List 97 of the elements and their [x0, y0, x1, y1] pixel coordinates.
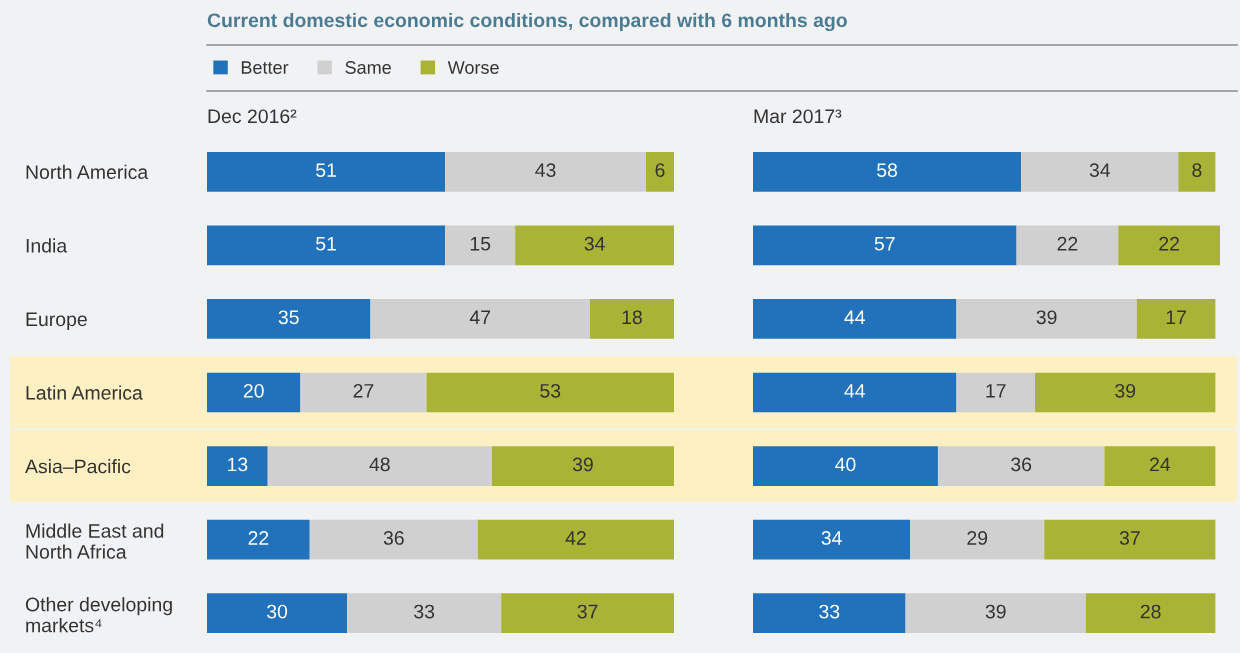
bar — [207, 225, 446, 266]
bar — [515, 225, 674, 266]
y-tick-label: India — [26, 238, 68, 253]
data-label: 39 — [985, 604, 1006, 619]
bar — [501, 593, 674, 634]
bar — [207, 372, 301, 413]
legend-label: Better — [241, 61, 289, 74]
data-label: 53 — [540, 383, 561, 398]
data-label: 17 — [986, 384, 1006, 398]
data-label: 36 — [1011, 457, 1032, 472]
data-label: 6 — [655, 163, 665, 178]
data-label: 44 — [844, 384, 865, 398]
bar — [905, 593, 1086, 634]
data-label: 17 — [1166, 310, 1186, 324]
chart-subtitle: Mar 2017³ — [754, 109, 842, 124]
data-label: 29 — [967, 531, 988, 545]
bar — [1104, 446, 1216, 486]
bar — [426, 372, 674, 413]
y-tick-label: Middle East and North Africa — [26, 523, 164, 559]
data-label: 22 — [1159, 236, 1179, 251]
data-label: 27 — [353, 383, 374, 398]
bar — [753, 225, 1017, 266]
y-tick-label: Asia–Pacific — [25, 459, 131, 474]
bar — [207, 593, 348, 634]
legend-label: Worse — [447, 61, 499, 74]
bar — [645, 151, 674, 192]
data-label: 33 — [819, 604, 840, 619]
data-label: 34 — [584, 236, 605, 251]
bar — [753, 151, 1022, 192]
data-label: 44 — [844, 310, 865, 324]
data-label: 47 — [469, 310, 491, 324]
data-label: 48 — [369, 457, 390, 472]
bar — [589, 299, 674, 339]
data-label: 37 — [1119, 531, 1140, 545]
bar — [491, 446, 674, 486]
bar — [207, 299, 371, 339]
data-label: 36 — [383, 531, 404, 545]
bar — [207, 151, 446, 192]
data-label: 34 — [821, 531, 842, 545]
bar — [956, 299, 1137, 339]
bar — [207, 446, 268, 486]
bar — [477, 519, 674, 560]
data-label: 13 — [228, 457, 248, 472]
data-label: 15 — [470, 237, 491, 251]
bar — [1178, 151, 1216, 192]
data-label: 42 — [565, 531, 586, 545]
data-label: 33 — [414, 604, 435, 619]
bar — [1085, 593, 1216, 634]
bar — [1035, 372, 1216, 413]
data-label: 40 — [835, 457, 856, 472]
bar — [937, 446, 1105, 486]
bar — [207, 519, 310, 560]
data-label: 8 — [1192, 163, 1202, 178]
data-label: 18 — [622, 310, 642, 325]
bar — [445, 225, 516, 266]
data-label: 28 — [1140, 604, 1161, 619]
y-tick-label: Other developing markets⁴ — [25, 597, 172, 633]
bar — [753, 299, 957, 339]
bar — [347, 593, 502, 634]
data-label: 35 — [278, 310, 299, 325]
bar — [956, 372, 1036, 413]
data-label: 22 — [248, 531, 269, 545]
y-tick-label: Latin America — [26, 385, 143, 400]
bar — [370, 299, 590, 339]
data-label: 43 — [535, 163, 556, 178]
data-label: 39 — [1115, 383, 1136, 398]
data-label: 39 — [572, 457, 593, 472]
legend-label: Same — [345, 61, 391, 74]
bar — [445, 151, 646, 192]
bar — [753, 446, 938, 486]
data-label: 34 — [1089, 163, 1111, 178]
data-label: 22 — [1057, 236, 1078, 251]
bar — [309, 519, 478, 560]
data-label: 20 — [243, 383, 264, 398]
data-label: 57 — [874, 237, 895, 251]
bar — [753, 519, 911, 560]
data-label: 37 — [577, 604, 598, 619]
chart-subtitle: Dec 2016² — [208, 109, 297, 124]
data-label: 30 — [266, 604, 288, 619]
bar — [1118, 225, 1220, 266]
data-label: 24 — [1150, 457, 1171, 472]
bar — [753, 372, 957, 413]
data-label: 39 — [1036, 310, 1057, 325]
bar — [753, 593, 906, 634]
y-tick-label: North America — [26, 164, 149, 180]
bar — [1021, 151, 1179, 192]
data-label: 51 — [316, 237, 336, 251]
bar — [1016, 225, 1119, 266]
data-label: 51 — [316, 163, 336, 178]
data-label: 58 — [877, 163, 898, 178]
bar — [1136, 299, 1216, 339]
bar — [300, 372, 427, 413]
chart-title: Current domestic economic conditions, compared with 6 months ago — [207, 12, 847, 32]
y-tick-label: Europe — [26, 312, 87, 331]
bar — [267, 446, 492, 486]
bar — [910, 519, 1045, 560]
bar — [1044, 519, 1216, 560]
